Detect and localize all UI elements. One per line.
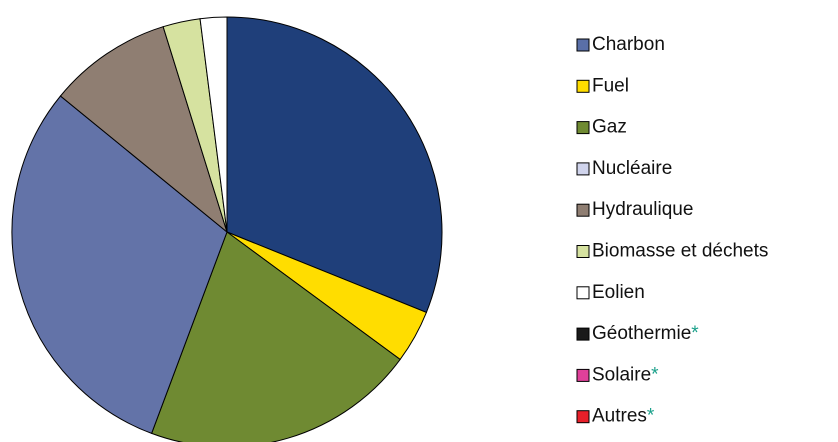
footnote-marker: * (691, 323, 699, 344)
legend-text: Charbon (592, 34, 665, 55)
legend-swatch (576, 245, 590, 258)
legend-swatch (576, 368, 590, 382)
legend-swatch (576, 121, 590, 135)
legend-label: Charbon (592, 34, 665, 55)
legend-swatch (576, 38, 590, 52)
footnote-marker: * (651, 364, 659, 385)
legend-text: Géothermie (592, 323, 691, 344)
legend-text: Hydraulique (592, 199, 693, 220)
legend-label: Fuel (592, 75, 629, 96)
pie-slice (11, 95, 228, 435)
legend-swatch (576, 327, 590, 341)
legend-label: Géothermie* (592, 323, 699, 344)
legend-label: Gaz (592, 117, 627, 138)
pie-slice (59, 26, 228, 234)
legend-label: Autres* (592, 406, 655, 427)
legend-swatch (576, 410, 590, 424)
pie-slice (199, 16, 228, 233)
pie-slice (226, 16, 443, 314)
legend-swatch (576, 162, 590, 176)
footnote-marker: * (647, 406, 655, 427)
legend-text: Solaire (592, 364, 651, 385)
legend-text: Autres (592, 406, 647, 427)
legend-label: Nucléaire (592, 158, 672, 179)
legend-text: Eolien (592, 282, 645, 303)
legend-text: Fuel (592, 75, 629, 96)
legend-label: Hydraulique (592, 199, 693, 220)
legend-text: Nucléaire (592, 158, 672, 179)
legend-label: Eolien (592, 282, 645, 303)
legend-swatch (576, 286, 590, 300)
legend-label: Solaire* (592, 364, 659, 385)
legend-label: Biomasse et déchets (592, 241, 768, 262)
legend-text: Biomasse et déchets (592, 241, 768, 262)
legend-text: Gaz (592, 117, 627, 138)
legend-swatch (576, 79, 590, 93)
legend-swatch (576, 203, 590, 217)
